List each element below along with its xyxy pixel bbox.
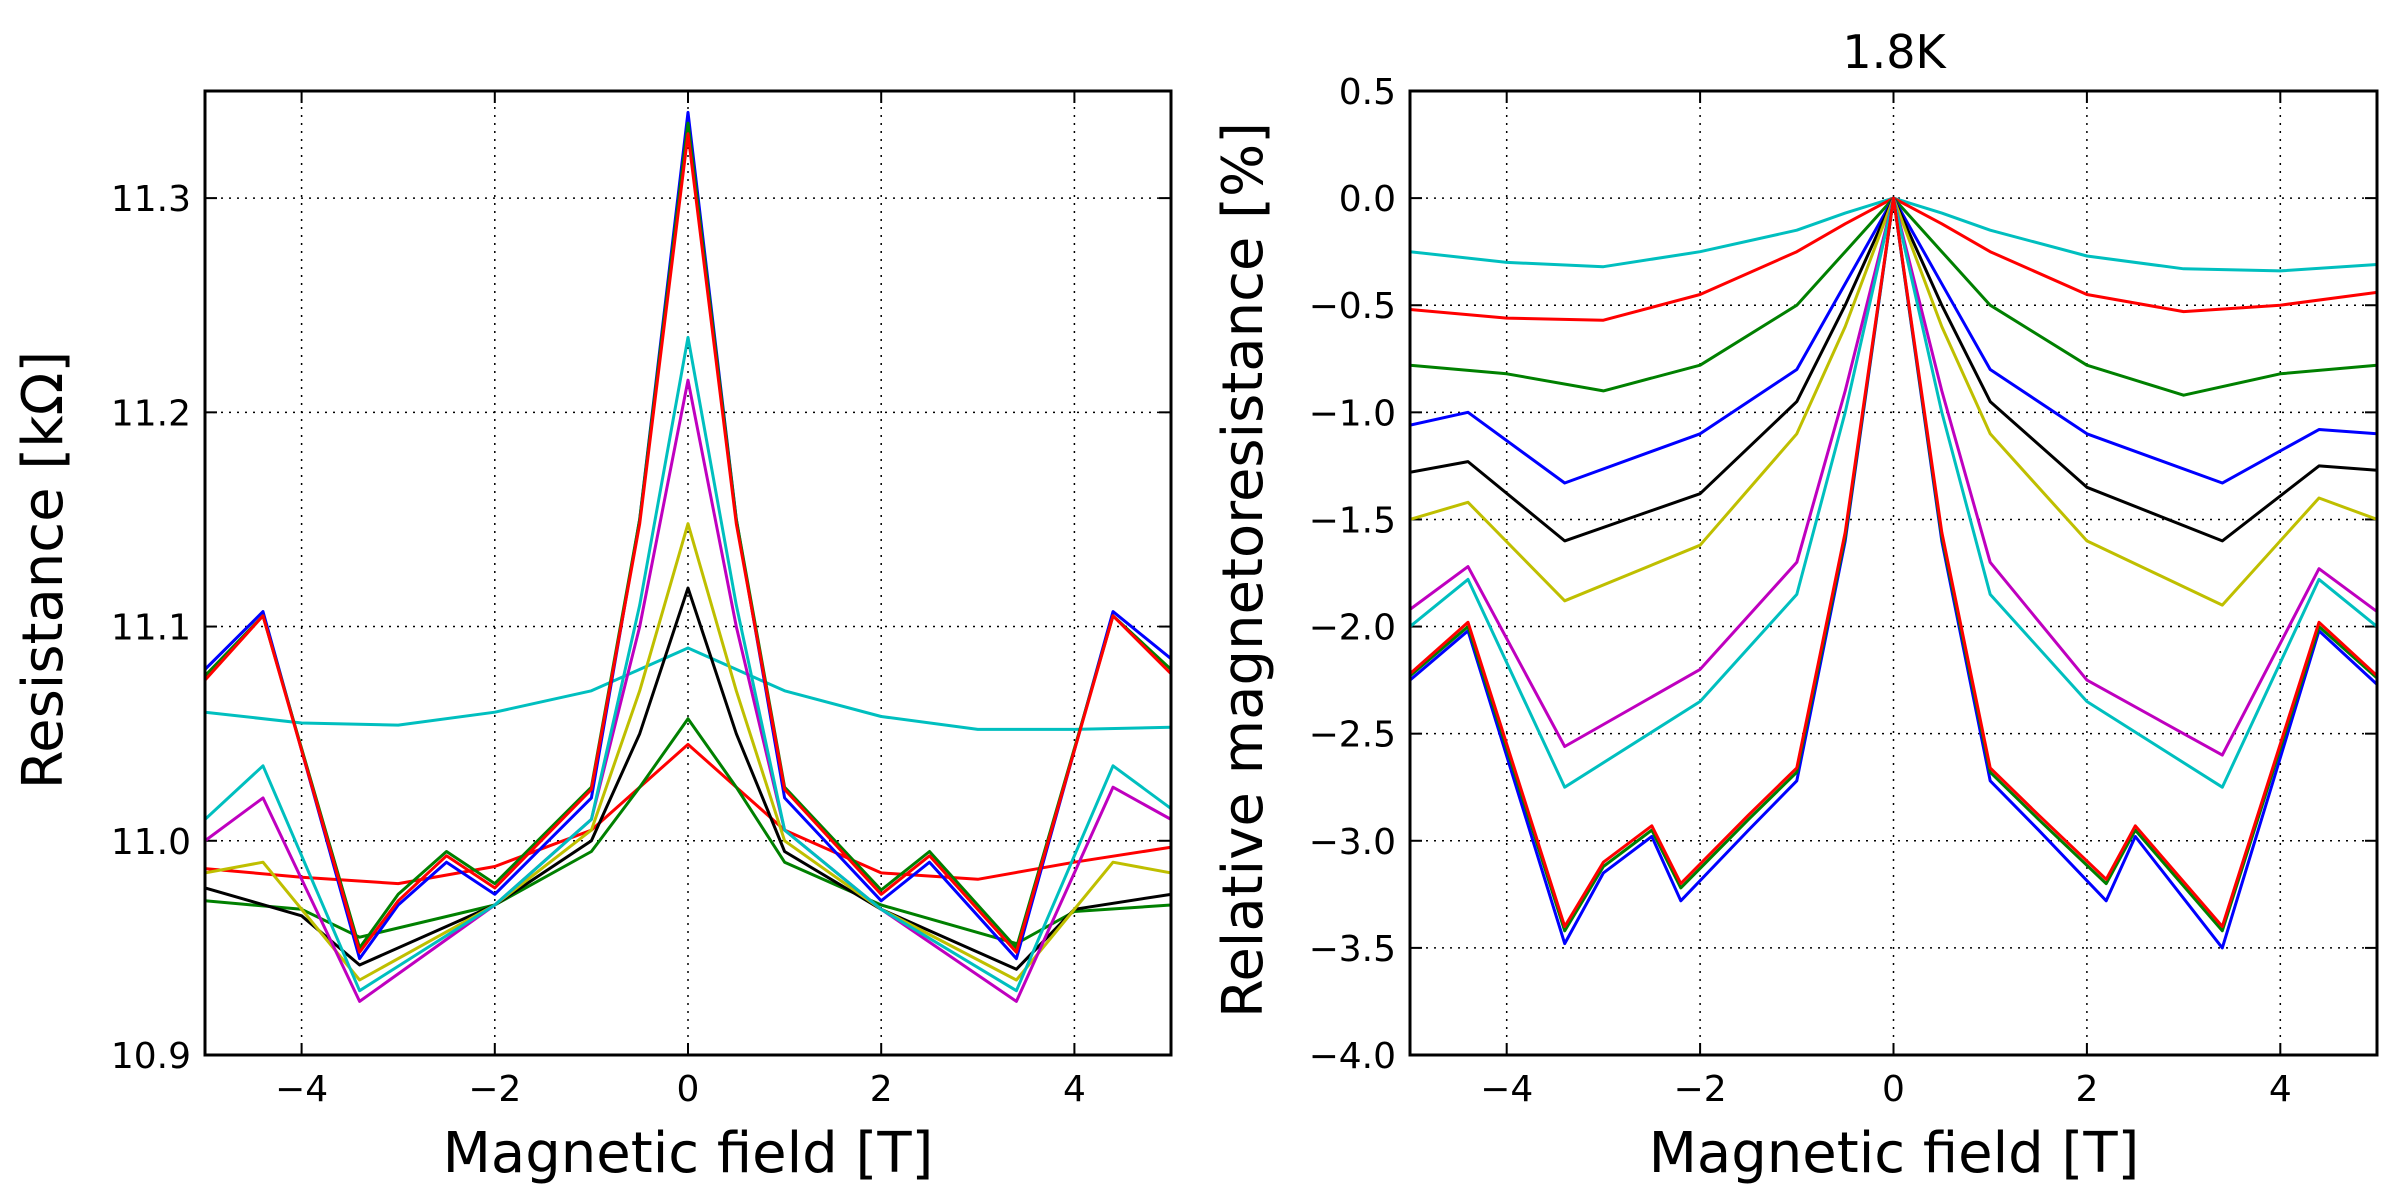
left-y-axis-label: Resistance [kΩ] bbox=[11, 351, 76, 789]
y-tick-label: −1.5 bbox=[1309, 500, 1396, 541]
x-tick-label: −2 bbox=[468, 1069, 521, 1110]
y-tick-label: 11.1 bbox=[111, 608, 191, 649]
series-group-0 bbox=[205, 110, 1171, 1003]
y-tick-label: −1.0 bbox=[1309, 393, 1396, 434]
series-group-1 bbox=[1410, 196, 2377, 950]
left-x-axis-label: Magnetic field [T] bbox=[443, 1121, 934, 1186]
x-tick-label: −4 bbox=[275, 1069, 328, 1110]
y-tick-label: −2.0 bbox=[1309, 608, 1396, 649]
y-tick-label: 11.3 bbox=[111, 179, 191, 220]
series-line bbox=[1410, 196, 2377, 928]
series-line bbox=[205, 110, 1171, 961]
y-tick-label: 0.0 bbox=[1339, 179, 1396, 220]
right-y-axis-label: Relative magnetoresistance [%] bbox=[1211, 122, 1276, 1018]
right-panel-relative-magnetoresistance: 1.8K Magnetic field [T] Relative magneto… bbox=[1211, 25, 2379, 1186]
series-line bbox=[205, 132, 1171, 954]
series-line bbox=[205, 742, 1171, 886]
right-x-axis-label: Magnetic field [T] bbox=[1649, 1121, 2140, 1186]
plot-frame bbox=[1408, 89, 2379, 1057]
y-tick-label: 10.9 bbox=[111, 1036, 191, 1077]
x-tick-label: −2 bbox=[1674, 1069, 1727, 1110]
left-panel-resistance: Magnetic field [T] Resistance [kΩ] −4 −2 0… bbox=[11, 89, 1173, 1186]
x-tick-label: 2 bbox=[2075, 1069, 2098, 1110]
y-tick-label: −4.0 bbox=[1309, 1036, 1396, 1077]
x-tick-label: 0 bbox=[677, 1069, 700, 1110]
y-tick-label: −2.5 bbox=[1309, 715, 1396, 756]
y-tick-label: −3.5 bbox=[1309, 929, 1396, 970]
series-line bbox=[205, 586, 1171, 971]
y-tick-label: −3.0 bbox=[1309, 822, 1396, 863]
y-tick-label: 0.5 bbox=[1339, 72, 1396, 113]
plot-frame bbox=[203, 89, 1173, 1057]
y-tick-label: −0.5 bbox=[1309, 286, 1396, 327]
y-tick-label: 11.2 bbox=[111, 393, 191, 434]
series-line bbox=[1410, 196, 2377, 543]
x-tick-label: 0 bbox=[1882, 1069, 1905, 1110]
x-tick-label: −4 bbox=[1480, 1069, 1533, 1110]
series-line bbox=[205, 646, 1171, 731]
series-line bbox=[205, 335, 1171, 993]
series-line bbox=[205, 522, 1171, 982]
right-chart-title: 1.8K bbox=[1842, 25, 1947, 79]
x-tick-label: 4 bbox=[2269, 1069, 2292, 1110]
series-line bbox=[205, 121, 1171, 950]
series-line bbox=[205, 378, 1171, 1003]
x-tick-label: 4 bbox=[1063, 1069, 1086, 1110]
x-tick-label: 2 bbox=[870, 1069, 893, 1110]
y-tick-label: 11.0 bbox=[111, 822, 191, 863]
